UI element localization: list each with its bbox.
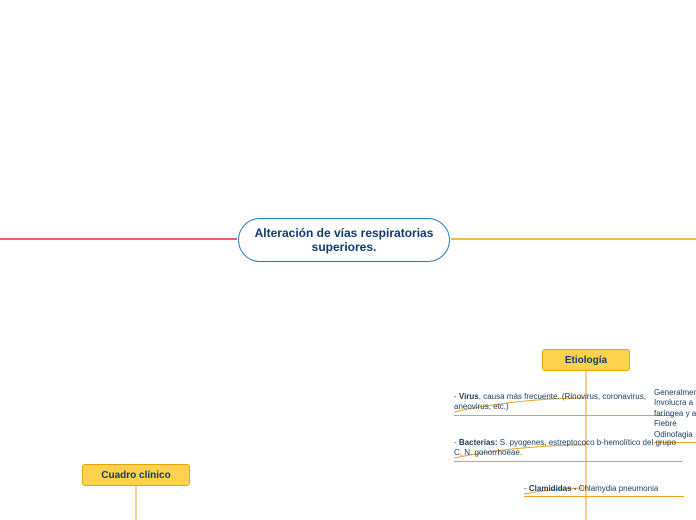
topic-cuadro-clinico[interactable]: Cuadro clínico: [82, 464, 190, 486]
leaf-virus[interactable]: - Virus, causa más frecuente. (Rinovirus…: [454, 392, 674, 416]
central-node[interactable]: Alteración de vías respiratorias superio…: [238, 218, 450, 262]
leaf-bacterias[interactable]: - Bacterias: S. pyogenes, estreptococo b…: [454, 438, 682, 462]
central-node-label: Alteración de vías respiratorias superio…: [247, 226, 441, 254]
topic-cuadro-label: Cuadro clínico: [101, 470, 170, 481]
topic-etiologia[interactable]: Etiología: [542, 349, 630, 371]
leaf-clamididas[interactable]: - Clamididas - Chlamydia pneumonia: [524, 484, 684, 497]
leaf-generalmente[interactable]: Generalmente es autolimitada. Involucra …: [654, 388, 696, 443]
mindmap-canvas: Alteración de vías respiratorias superio…: [0, 0, 696, 520]
topic-etiologia-label: Etiología: [565, 355, 607, 366]
